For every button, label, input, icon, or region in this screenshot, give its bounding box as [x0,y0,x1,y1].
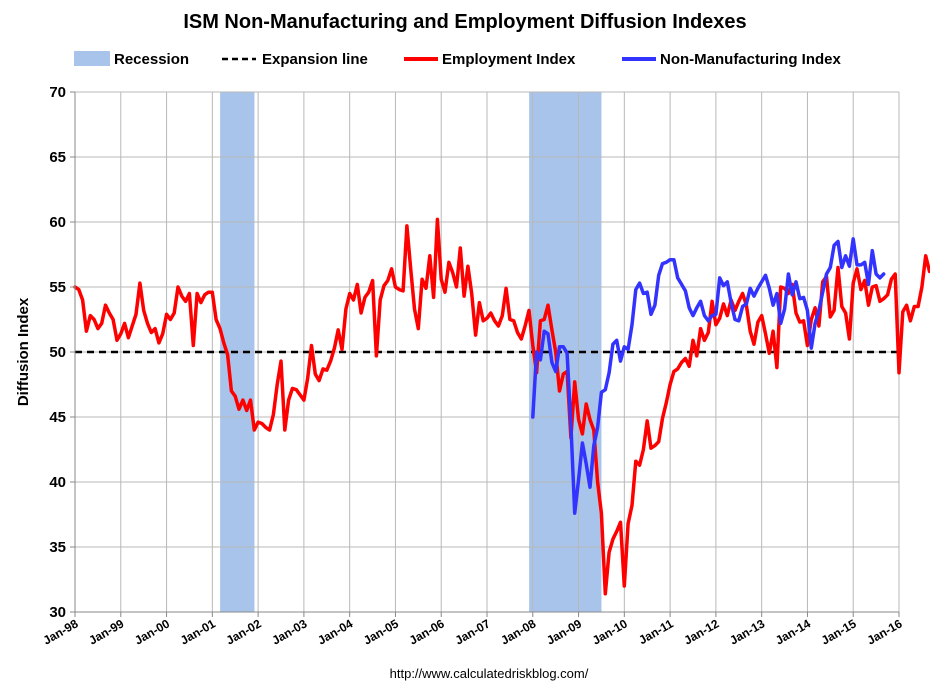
x-tick-label-2010: Jan-10 [590,616,630,647]
chart-title: ISM Non-Manufacturing and Employment Dif… [183,11,746,33]
series-layer [73,217,930,596]
x-tick-label-2005: Jan-05 [361,616,401,647]
y-tick-label-30: 30 [49,604,66,621]
y-tick-label-65: 65 [49,149,66,166]
gridlines [75,91,900,612]
x-tick-label-1998: Jan-98 [41,616,81,647]
x-tick-labels: Jan-98 Jan-99 Jan-00 Jan-01 Jan-02 Jan-03 Jan-… [41,616,905,647]
x-tick-label-2007: Jan-07 [453,616,493,647]
x-tick-label-2015: Jan-15 [819,616,859,647]
series-line-non-manufacturing-index [531,237,886,515]
x-tick-label-1999: Jan-99 [86,616,126,647]
source-url: http://www.calculatedriskblog.com/ [390,666,589,681]
y-tick-label-70: 70 [49,84,66,101]
legend: Recession Expansion line Employment Inde… [74,51,841,68]
x-tick-label-2001: Jan-01 [178,616,218,647]
x-tick-label-2016: Jan-16 [865,616,905,647]
x-tick-label-2002: Jan-02 [224,616,264,647]
legend-swatch-recession [74,51,110,66]
y-tick-label-45: 45 [49,409,66,426]
x-tick-label-2009: Jan-09 [544,616,584,647]
y-tick-label-55: 55 [49,279,66,296]
x-tick-label-2006: Jan-06 [407,616,447,647]
y-tick-label-35: 35 [49,539,66,556]
y-tick-label-40: 40 [49,474,66,491]
x-tick-label-2000: Jan-00 [132,616,172,647]
y-axis-label: Diffusion Index [15,297,32,406]
x-tick-label-2008: Jan-08 [498,616,538,647]
series-line-employment-index [73,217,930,596]
legend-label-nonmfg: Non-Manufacturing Index [660,51,841,68]
y-tick-label-60: 60 [49,214,66,231]
axes [70,91,900,617]
x-tick-label-2004: Jan-04 [315,616,355,647]
y-tick-labels: 30 35 40 45 50 55 60 65 70 [49,84,66,621]
y-tick-label-50: 50 [49,344,66,361]
legend-label-expansion: Expansion line [262,51,368,68]
legend-label-recession: Recession [114,51,189,68]
x-tick-label-2014: Jan-14 [773,616,813,647]
x-tick-label-2013: Jan-13 [727,616,767,647]
x-tick-label-2011: Jan-11 [636,616,676,647]
x-tick-label-2003: Jan-03 [269,616,309,647]
x-tick-label-2012: Jan-12 [681,616,721,647]
legend-label-employment: Employment Index [442,51,576,68]
